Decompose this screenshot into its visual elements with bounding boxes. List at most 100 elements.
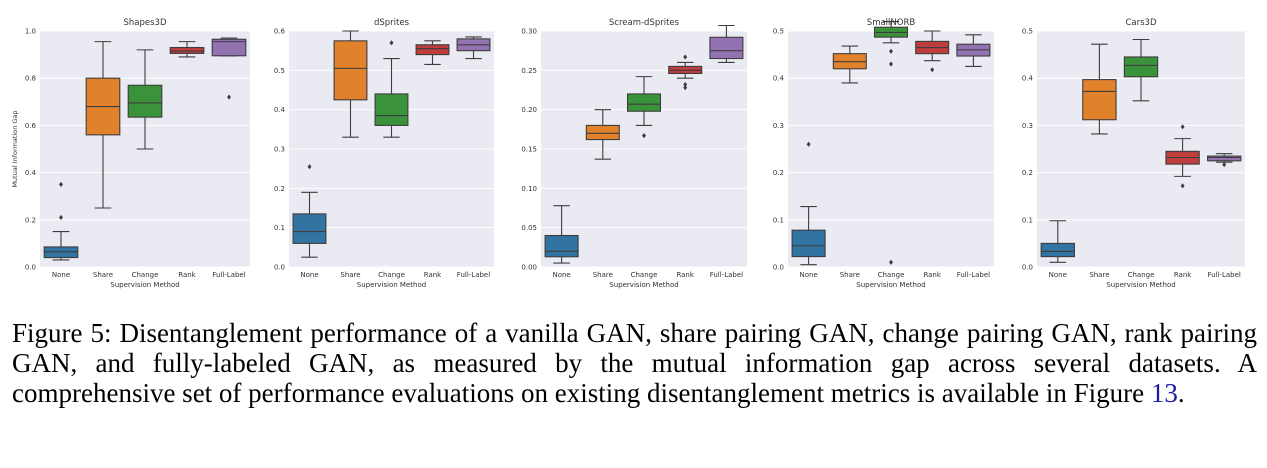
y-tick-label-smallnorb: 0.2	[773, 169, 784, 177]
x-tick-label-smallnorb: Full-Label	[957, 271, 990, 279]
outlier-point	[227, 94, 231, 100]
panel-dsprites: 0.0 0.1 0.2 0.3 0.4 0.5 0.6 None Share Change Rank…	[274, 18, 494, 289]
x-tick-label-dsprites: Rank	[424, 271, 442, 279]
x-axis-label-shapes3d: Supervision Method	[110, 281, 179, 289]
panel-title-scream-dsprites: Scream-dSprites	[609, 18, 680, 28]
box-shapes3d-share	[85, 41, 121, 209]
outlier-point	[1180, 124, 1185, 130]
x-tick-label-dsprites: Change	[378, 271, 405, 279]
x-tick-label-shapes3d: Rank	[178, 271, 196, 279]
x-tick-label-smallnorb: Rank	[923, 271, 941, 279]
box-cars3d-change	[1123, 38, 1159, 102]
y-axis-label-shapes3d: Mutual Information Gap	[11, 110, 19, 187]
box-iqr	[791, 229, 826, 258]
outlier-point	[1180, 183, 1185, 189]
box-scream-dsprites-change	[626, 76, 662, 139]
box-iqr	[1040, 242, 1075, 258]
x-tick-label-cars3d: None	[1049, 271, 1067, 279]
y-tick-label-dsprites: 0.5	[274, 67, 285, 75]
box-plot-figure: 0.0 0.2 0.4 0.6 0.8 1.0 None Share Change Rank Ful…	[11, 18, 1245, 289]
y-tick-label-shapes3d: 0.8	[25, 75, 36, 83]
box-scream-dsprites-none	[544, 205, 579, 264]
x-tick-label-shapes3d: Change	[132, 271, 159, 279]
x-axis-label-smallnorb: Supervision Method	[856, 281, 925, 289]
caption-text: Figure 5: Disentanglement performance of…	[12, 318, 1257, 408]
y-tick-label-scream-dsprites: 0.20	[521, 106, 537, 114]
outlier-point	[683, 85, 688, 91]
x-tick-label-dsprites: None	[300, 271, 318, 279]
box-smallnorb-share	[832, 45, 867, 84]
y-tick-label-shapes3d: 0.6	[25, 122, 37, 130]
box-cars3d-share	[1082, 43, 1117, 135]
box-iqr	[1207, 155, 1242, 162]
x-tick-label-dsprites: Share	[340, 271, 360, 279]
x-tick-label-shapes3d: None	[52, 271, 70, 279]
x-tick-label-cars3d: Change	[1128, 271, 1155, 279]
caption-end: .	[1177, 378, 1185, 408]
outlier-point	[889, 259, 893, 265]
box-dsprites-none	[292, 164, 327, 258]
box-iqr	[709, 36, 744, 60]
box-scream-dsprites-full-label	[709, 24, 744, 64]
x-tick-label-scream-dsprites: Share	[593, 271, 613, 279]
x-tick-label-cars3d: Rank	[1174, 271, 1192, 279]
y-tick-label-dsprites: 0.0	[274, 264, 285, 272]
box-iqr	[1123, 56, 1159, 78]
x-tick-label-cars3d: Share	[1089, 271, 1109, 279]
outlier-point	[930, 67, 935, 73]
box-iqr	[127, 84, 163, 118]
box-shapes3d-rank	[169, 41, 205, 58]
panel-title-smallnorb: SmallNORB	[867, 18, 916, 28]
x-tick-label-scream-dsprites: Change	[631, 271, 658, 279]
y-tick-label-shapes3d: 1.0	[25, 28, 36, 36]
box-cars3d-full-label	[1207, 153, 1242, 168]
box-iqr	[333, 40, 368, 101]
y-tick-label-smallnorb: 0.5	[773, 28, 784, 36]
box-iqr	[43, 246, 79, 259]
x-tick-label-dsprites: Full-Label	[457, 271, 490, 279]
box-dsprites-full-label	[456, 36, 491, 60]
x-tick-label-smallnorb: None	[799, 271, 817, 279]
box-shapes3d-full-label	[211, 37, 247, 100]
outlier-point	[59, 214, 63, 221]
panel-title-cars3d: Cars3D	[1125, 18, 1156, 28]
box-cars3d-none	[1040, 220, 1075, 263]
box-smallnorb-change	[873, 21, 909, 265]
box-smallnorb-full-label	[956, 34, 991, 67]
outlier-point	[806, 141, 811, 147]
y-tick-label-smallnorb: 0.4	[773, 75, 785, 83]
y-tick-label-scream-dsprites: 0.05	[521, 224, 537, 232]
y-tick-label-dsprites: 0.6	[274, 28, 286, 36]
box-iqr	[415, 44, 450, 56]
x-tick-label-scream-dsprites: None	[552, 271, 570, 279]
outlier-point	[889, 48, 893, 54]
box-iqr	[374, 93, 409, 126]
x-tick-label-shapes3d: Full-Label	[212, 271, 245, 279]
x-tick-label-scream-dsprites: Rank	[676, 271, 694, 279]
x-tick-label-scream-dsprites: Full-Label	[710, 271, 743, 279]
outlier-point	[683, 81, 688, 88]
panel-scream-dsprites: 0.00 0.05 0.10 0.15 0.20 0.25 0.30 None Share Cha…	[521, 18, 747, 289]
y-tick-label-dsprites: 0.1	[274, 224, 285, 232]
y-tick-label-cars3d: 0.1	[1022, 216, 1033, 224]
y-tick-label-scream-dsprites: 0.30	[521, 28, 537, 36]
y-tick-label-cars3d: 0.0	[1022, 264, 1033, 272]
box-dsprites-share	[333, 30, 368, 138]
y-tick-label-scream-dsprites: 0.25	[521, 67, 537, 75]
outlier-point	[389, 40, 394, 46]
y-tick-label-cars3d: 0.2	[1022, 169, 1033, 177]
plot-area-smallnorb	[788, 31, 994, 267]
box-dsprites-change	[374, 40, 409, 138]
box-iqr	[169, 46, 205, 54]
panel-title-dsprites: dSprites	[374, 18, 410, 28]
outlier-point	[683, 54, 688, 60]
y-tick-label-scream-dsprites: 0.15	[521, 146, 537, 154]
outlier-point	[889, 61, 893, 67]
panel-cars3d: 0.0 0.1 0.2 0.3 0.4 0.5 None Share Change Rank Ful…	[1022, 18, 1245, 289]
outlier-point	[1222, 161, 1227, 168]
y-tick-label-smallnorb: 0.1	[773, 216, 784, 224]
panel-shapes3d: 0.0 0.2 0.4 0.6 0.8 1.0 None Share Change Rank Ful…	[11, 18, 250, 289]
figure-caption: Figure 5: Disentanglement performance of…	[12, 318, 1257, 408]
y-tick-label-shapes3d: 0.0	[25, 264, 36, 272]
figure-ref-link[interactable]: 13	[1150, 378, 1178, 408]
